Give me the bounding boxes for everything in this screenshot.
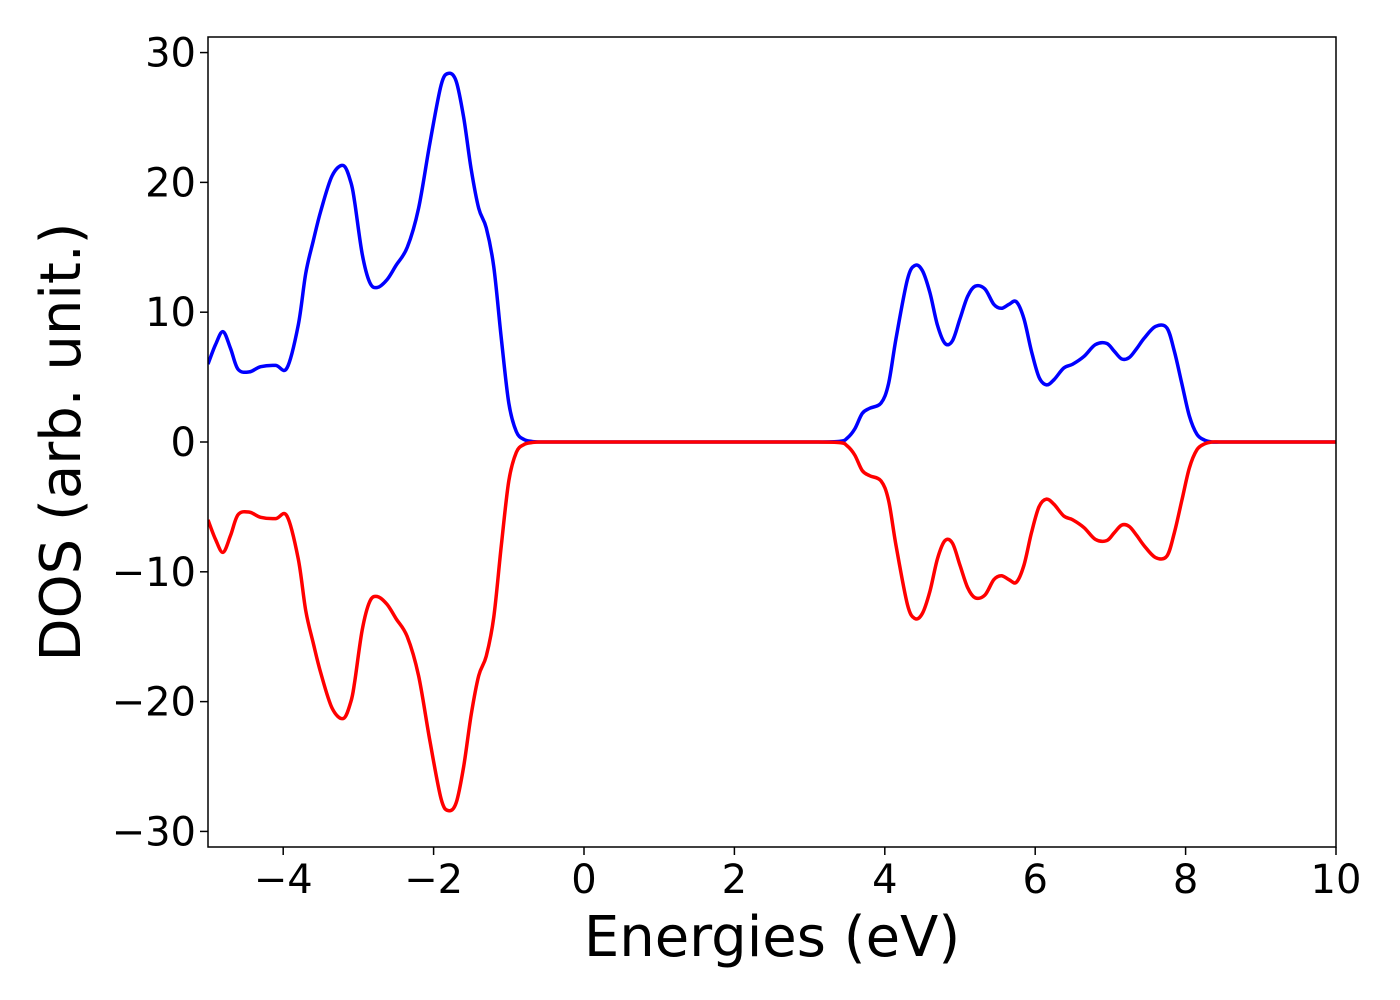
x-tick-label: −4 — [254, 857, 313, 903]
y-tick-label: 30 — [145, 31, 196, 77]
y-tick-label: 0 — [171, 420, 196, 466]
x-tick-label: 10 — [1311, 857, 1362, 903]
x-tick-label: −2 — [404, 857, 463, 903]
y-tick-label: 10 — [145, 290, 196, 336]
x-tick-label: 6 — [1022, 857, 1047, 903]
x-tick-label: 8 — [1173, 857, 1198, 903]
x-tick-label: 4 — [872, 857, 897, 903]
series-line-2 — [208, 440, 1336, 813]
y-tick-label: 20 — [145, 160, 196, 206]
x-axis-title: Energies (eV) — [584, 905, 960, 970]
x-tick-label: 0 — [571, 857, 596, 903]
y-axis-title: DOS (arb. unit.) — [29, 222, 94, 661]
y-axis: −30 −20 −10 0 10 20 30 — [112, 31, 208, 855]
x-tick-label: 2 — [722, 857, 747, 903]
series-layer — [208, 71, 1336, 813]
x-axis: −4 −2 0 2 4 6 8 10 — [254, 847, 1362, 903]
y-tick-label: −20 — [112, 680, 196, 726]
series-line-1 — [208, 71, 1336, 444]
y-tick-label: −10 — [112, 550, 196, 596]
y-tick-label: −30 — [112, 809, 196, 855]
